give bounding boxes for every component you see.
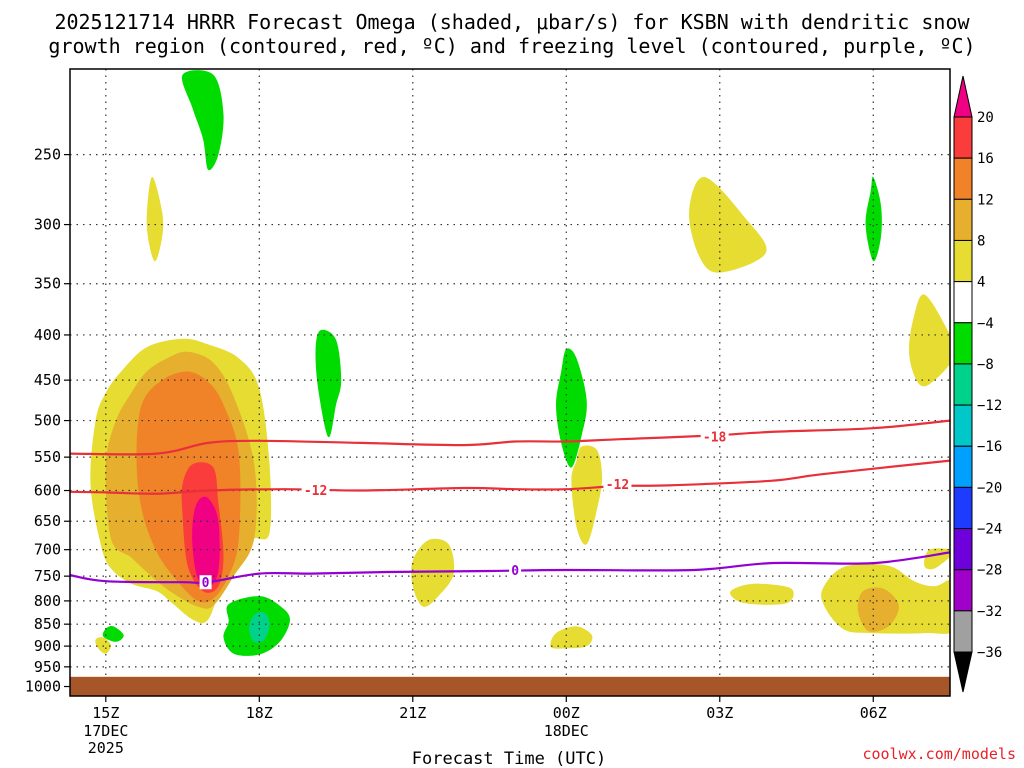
omega-region bbox=[102, 626, 124, 642]
contour-label: -18 bbox=[703, 430, 727, 445]
contour-label: 0 bbox=[511, 564, 519, 579]
y-tick-label: 350 bbox=[34, 275, 61, 293]
contour-line bbox=[70, 551, 950, 585]
contour-label-bg bbox=[509, 562, 522, 577]
colorbar-box bbox=[953, 363, 973, 406]
colorbar-box bbox=[953, 281, 973, 324]
x-tick-label: 15Z bbox=[92, 704, 119, 722]
omega-region bbox=[411, 538, 455, 607]
omega-region bbox=[857, 587, 899, 632]
colorbar-box bbox=[953, 486, 973, 530]
colorbar-label: −20 bbox=[977, 480, 1002, 496]
colorbar-box bbox=[953, 528, 973, 571]
contour-label-bg bbox=[603, 477, 632, 492]
colorbar-label: −4 bbox=[977, 316, 994, 332]
colorbar-label: 16 bbox=[977, 151, 994, 167]
x-axis-label: Forecast Time (UTC) bbox=[412, 749, 606, 768]
omega-region bbox=[181, 70, 224, 171]
y-tick-label: 500 bbox=[34, 412, 61, 430]
x-tick-label: 06Z bbox=[860, 704, 887, 722]
x-tick-label: 03Z bbox=[706, 704, 733, 722]
omega-region bbox=[571, 445, 603, 545]
omega-region bbox=[249, 612, 270, 643]
omega-region bbox=[908, 294, 950, 387]
y-tick-label: 850 bbox=[34, 615, 61, 633]
contour-label: -12 bbox=[606, 478, 629, 493]
omega-region bbox=[556, 348, 587, 468]
colorbar-label: 8 bbox=[977, 233, 985, 249]
y-tick-label: 550 bbox=[34, 448, 61, 466]
y-tick-label: 900 bbox=[34, 637, 61, 655]
y-tick-label: 800 bbox=[34, 592, 61, 610]
x-date-label: 2025 bbox=[88, 739, 124, 757]
contour-line bbox=[70, 459, 950, 495]
plot-area: -18 -12 -12 0 0 bbox=[70, 69, 950, 696]
colorbar-label: 20 bbox=[977, 110, 994, 126]
omega-region bbox=[95, 637, 111, 654]
axes: 250 300 350 400 450 500 550 600 650 700 750 800 850 9… bbox=[25, 68, 951, 757]
y-tick-label: 250 bbox=[34, 146, 61, 164]
colorbar-label: −28 bbox=[977, 563, 1002, 579]
y-tick-label: 1000 bbox=[25, 678, 61, 696]
x-tick-label: 21Z bbox=[399, 704, 426, 722]
chart-title-line-2: growth region (contoured, red, ºC) and f… bbox=[48, 34, 975, 58]
x-tick-label: 18Z bbox=[246, 704, 273, 722]
contour-line bbox=[70, 419, 950, 456]
contour-label-bg bbox=[199, 575, 212, 590]
colorbar-label: −12 bbox=[977, 398, 1002, 414]
colorbar-label: −24 bbox=[977, 522, 1002, 538]
colorbar-box bbox=[953, 610, 973, 653]
x-date-label: 18DEC bbox=[544, 722, 589, 740]
y-tick-label: 600 bbox=[34, 482, 61, 500]
x-tick-label: 00Z bbox=[553, 704, 580, 722]
ground-fill bbox=[70, 676, 950, 696]
credit-text: coolwx.com/models bbox=[862, 745, 1016, 763]
colorbar-label: 12 bbox=[977, 192, 994, 208]
contour-label: 0 bbox=[202, 576, 210, 591]
chart-title-line-1: 2025121714 HRRR Forecast Omega (shaded, … bbox=[54, 10, 970, 34]
colorbar-label: −32 bbox=[977, 604, 1002, 620]
y-tick-label: 450 bbox=[34, 371, 61, 389]
omega-region bbox=[315, 329, 342, 438]
colorbar-box bbox=[953, 322, 973, 365]
colorbar-box bbox=[953, 445, 973, 488]
omega-region bbox=[550, 626, 593, 649]
colorbar-box bbox=[953, 157, 973, 200]
contour-label: -12 bbox=[304, 484, 327, 499]
plot-frame bbox=[69, 68, 951, 697]
colorbar-label: −36 bbox=[977, 645, 1002, 661]
y-tick-label: 700 bbox=[34, 541, 61, 559]
colorbar-box bbox=[953, 569, 973, 612]
colorbar-box bbox=[953, 198, 973, 241]
y-tick-label: 300 bbox=[34, 216, 61, 234]
colorbar-box bbox=[953, 116, 973, 159]
contour-label-bg bbox=[301, 482, 330, 497]
omega-region bbox=[192, 496, 220, 588]
colorbar-top-arrow bbox=[953, 75, 973, 118]
colorbar: 20 16 12 8 4 −4 −8 −12 −16 −20 −24 −28 −32 −36 bbox=[953, 75, 1002, 693]
colorbar-label: −16 bbox=[977, 439, 1002, 455]
omega-region bbox=[729, 583, 794, 605]
y-tick-label: 750 bbox=[34, 567, 61, 585]
y-tick-label: 400 bbox=[34, 326, 61, 344]
colorbar-box bbox=[953, 239, 973, 283]
colorbar-bottom-arrow bbox=[953, 651, 973, 693]
y-tick-label: 650 bbox=[34, 512, 61, 530]
omega-region bbox=[146, 176, 164, 262]
colorbar-box bbox=[953, 404, 973, 447]
contour-label-bg bbox=[700, 429, 729, 444]
y-tick-label: 950 bbox=[34, 658, 61, 676]
x-date-label: 17DEC bbox=[83, 722, 128, 740]
colorbar-label: 4 bbox=[977, 275, 985, 291]
colorbar-label: −8 bbox=[977, 357, 994, 373]
